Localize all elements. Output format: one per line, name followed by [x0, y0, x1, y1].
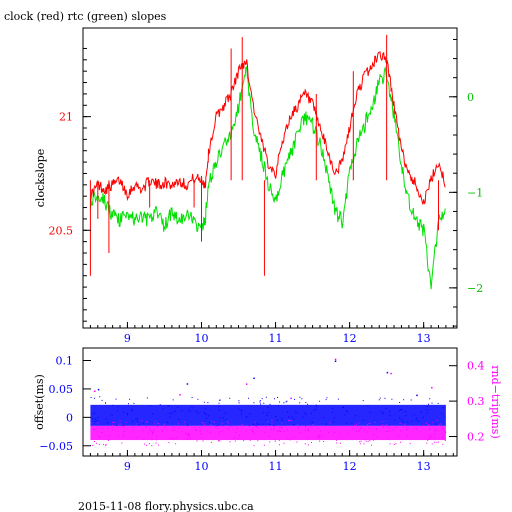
bottom-x-tick-label: 10: [194, 460, 208, 473]
scatter-outlier-rnd-trip: [179, 394, 181, 396]
bottom-x-tick-label: 9: [124, 460, 131, 473]
top-x-tick-label: 9: [124, 332, 131, 345]
top-plot: clockslope 9 10 11 12 13 20.5 21 −2 −1 0: [34, 27, 483, 345]
series-line-rtc: [89, 65, 446, 290]
scatter-outlier-rnd-trip: [94, 390, 96, 392]
bottom-y-tick-label: 0.05: [49, 383, 74, 396]
bottom-ylabel: offset(ms): [33, 374, 46, 430]
scatter-outlier-offset: [416, 394, 418, 397]
scatter-outlier-offset: [97, 388, 100, 391]
scatter-outlier-rnd-trip: [290, 397, 292, 400]
bottom-y-tick-label: −0.05: [39, 440, 73, 453]
scatter-points-rnd-trip: [90, 419, 447, 447]
top-x-tick-label: 10: [194, 332, 208, 345]
top-ylabel: clockslope: [34, 149, 47, 207]
scatter-outlier-offset: [386, 371, 389, 374]
scatter-outlier-rnd-trip: [431, 386, 433, 389]
top-y2-tick-label: 0: [467, 91, 474, 104]
scatter-band-offset: [90, 404, 446, 426]
scatter-outlier-offset: [253, 377, 255, 380]
top-y-tick-label: 20.5: [49, 224, 74, 237]
bottom-axes-group: 9 10 11 12 13 −0.05 0 0.05 0.1 0.2 0.3 0.4: [39, 355, 484, 473]
scatter-outlier-rnd-trip: [390, 372, 392, 375]
bottom-y-tick-label: 0.1: [56, 355, 74, 368]
bottom-plot-frame: [82, 347, 458, 457]
bottom-x-tick-label: 12: [343, 460, 357, 473]
series-line-clock: [89, 51, 446, 205]
top-y2-tick-label: −1: [467, 186, 483, 199]
bottom-x-tick-label: 11: [269, 460, 283, 473]
bottom-y2label: rnd−trip(ms): [489, 365, 502, 439]
top-plot-frame: [82, 27, 458, 329]
bottom-y2-tick-label: 0.3: [467, 395, 485, 408]
top-x-tick-label: 12: [343, 332, 357, 345]
bottom-y2-tick-label: 0.2: [467, 431, 485, 444]
scatter-outlier-rnd-trip: [334, 358, 337, 361]
bottom-series-group: [90, 358, 447, 447]
footer-text: 2015-11-08 flory.physics.ubc.ca: [78, 500, 254, 512]
scatter-band-rnd-trip: [90, 425, 446, 441]
chart-title: clock (red) rtc (green) slopes: [4, 10, 167, 23]
bottom-y-tick-label: 0: [66, 411, 73, 424]
top-y-tick-label: 21: [59, 111, 73, 124]
bottom-plot: offset(ms) rnd−trip(ms) 9 10 11 12 13 −0.05 0 0…: [33, 347, 502, 473]
scatter-outlier-offset: [186, 383, 189, 385]
scatter-outlier-rnd-trip: [245, 383, 248, 385]
top-y2-tick-label: −2: [467, 282, 483, 295]
scatter-outlier-offset: [334, 360, 337, 363]
top-axes-group: 9 10 11 12 13 20.5 21 −2 −1 0: [49, 38, 483, 345]
top-x-tick-label: 11: [269, 332, 283, 345]
top-x-tick-label: 13: [417, 332, 431, 345]
top-series-group: [89, 34, 446, 290]
bottom-x-tick-label: 13: [417, 460, 431, 473]
bottom-y2-tick-label: 0.4: [467, 360, 485, 373]
